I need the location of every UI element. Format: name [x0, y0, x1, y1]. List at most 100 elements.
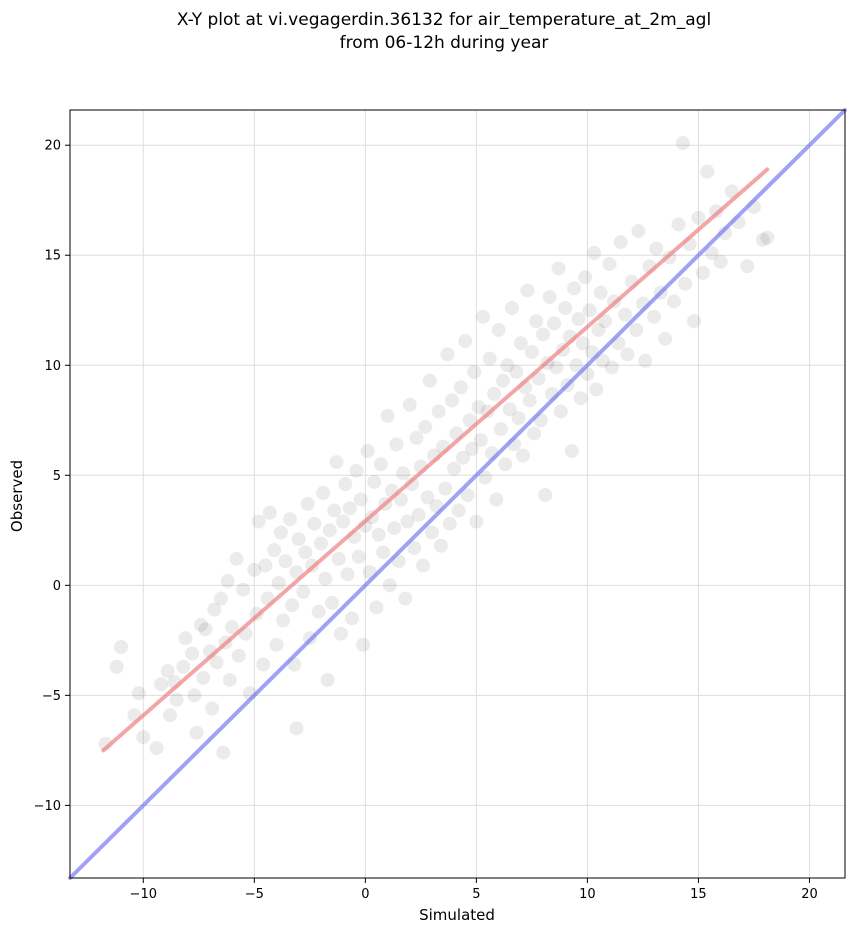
scatter-point-127 [460, 488, 475, 503]
scatter-point-155 [522, 393, 537, 408]
scatter-point-55 [298, 545, 313, 560]
scatter-point-52 [289, 721, 304, 736]
scatter-point-134 [476, 309, 491, 324]
scatter-point-63 [318, 571, 333, 586]
scatter-point-203 [647, 309, 662, 324]
scatter-point-1 [109, 659, 124, 674]
scatter-point-201 [638, 353, 653, 368]
scatter-point-100 [400, 514, 415, 529]
scatter-point-171 [558, 301, 573, 316]
scatter-points [98, 136, 775, 760]
scatter-point-95 [389, 437, 404, 452]
scatter-point-123 [451, 503, 466, 518]
scatter-point-80 [356, 637, 371, 652]
scatter-point-37 [251, 514, 266, 529]
scatter-point-152 [516, 448, 531, 463]
scatter-point-129 [464, 441, 479, 456]
x-tick-label-4: 10 [579, 887, 596, 902]
scatter-point-121 [447, 461, 462, 476]
scatter-point-64 [320, 672, 335, 687]
scatter-point-11 [169, 692, 184, 707]
scatter-point-31 [231, 648, 246, 663]
scatter-point-54 [296, 584, 311, 599]
scatter-point-98 [396, 466, 411, 481]
scatter-point-175 [567, 281, 582, 296]
scatter-point-74 [342, 501, 357, 516]
scatter-point-85 [367, 474, 382, 489]
x-axis-ticks: −10 −5 0 5 10 15 20 [130, 878, 818, 902]
scatter-point-139 [487, 386, 502, 401]
scatter-point-105 [411, 507, 426, 522]
scatter-point-12 [176, 659, 191, 674]
grid [70, 110, 845, 878]
scatter-point-191 [604, 360, 619, 375]
scatter-point-211 [678, 276, 693, 291]
x-axis-label: Simulated [419, 906, 495, 924]
scatter-point-135 [478, 470, 493, 485]
scatter-point-16 [189, 725, 204, 740]
scatter-point-118 [440, 347, 455, 362]
scatter-point-35 [247, 562, 262, 577]
y-axis-ticks: −10 −5 0 5 10 15 20 [34, 139, 70, 814]
scatter-point-18 [196, 670, 211, 685]
y-tick-label-2: 0 [53, 579, 61, 594]
scatter-point-225 [755, 232, 770, 247]
scatter-point-180 [578, 270, 593, 285]
scatter-point-195 [618, 307, 633, 322]
scatter-point-24 [214, 591, 229, 606]
x-tick-label-2: 0 [361, 887, 369, 902]
scatter-point-8 [160, 664, 175, 679]
scatter-point-125 [456, 450, 471, 465]
scatter-point-214 [691, 210, 706, 225]
scatter-point-29 [225, 620, 240, 635]
scatter-point-75 [345, 611, 360, 626]
scatter-point-132 [471, 400, 486, 415]
scatter-point-56 [300, 496, 315, 511]
scatter-point-91 [380, 408, 395, 423]
scatter-point-154 [520, 283, 535, 298]
scatter-point-219 [713, 254, 728, 269]
y-tick-label-4: 10 [44, 359, 61, 374]
scatter-point-62 [316, 485, 331, 500]
scatter-point-167 [549, 360, 564, 375]
scatter-point-71 [336, 514, 351, 529]
x-tick-label-0: −10 [130, 887, 157, 902]
y-tick-label-6: 20 [44, 139, 61, 154]
scatter-point-213 [686, 314, 701, 329]
scatter-point-73 [340, 567, 355, 582]
scatter-point-215 [695, 265, 710, 280]
scatter-point-137 [482, 351, 497, 366]
scatter-point-178 [573, 391, 588, 406]
scatter-point-126 [458, 334, 473, 349]
scatter-point-120 [444, 393, 459, 408]
scatter-point-7 [154, 677, 169, 692]
scatter-point-42 [267, 543, 282, 558]
scatter-point-158 [529, 314, 544, 329]
scatter-point-179 [575, 336, 590, 351]
scatter-point-13 [178, 631, 193, 646]
scatter-point-119 [442, 516, 457, 531]
scatter-point-182 [582, 303, 597, 318]
scatter-point-46 [276, 613, 291, 628]
scatter-point-99 [398, 591, 413, 606]
scatter-point-146 [502, 402, 517, 417]
scatter-point-110 [422, 373, 437, 388]
scatter-point-102 [404, 477, 419, 492]
scatter-point-124 [453, 380, 468, 395]
scatter-point-140 [489, 492, 504, 507]
scatter-point-194 [613, 235, 628, 250]
scatter-point-82 [360, 444, 375, 459]
scatter-point-21 [205, 701, 220, 716]
scatter-point-198 [629, 323, 644, 338]
scatter-point-77 [349, 463, 364, 478]
scatter-point-189 [598, 314, 613, 329]
scatter-point-78 [351, 549, 366, 564]
scatter-point-4 [131, 686, 146, 701]
scatter-point-161 [535, 327, 550, 342]
x-tick-label-3: 5 [472, 887, 480, 902]
scatter-point-108 [418, 419, 433, 434]
scatter-point-22 [207, 602, 222, 617]
scatter-point-130 [467, 364, 482, 379]
scatter-point-115 [433, 538, 448, 553]
scatter-point-176 [569, 358, 584, 373]
